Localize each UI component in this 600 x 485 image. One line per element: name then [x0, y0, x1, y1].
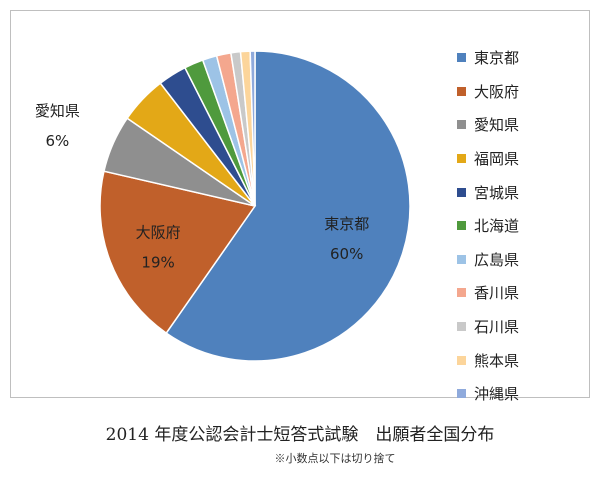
legend-label-9: 石川県	[474, 318, 520, 337]
chart-frame: 東京都 60% 大阪府 19% 愛知県 6% 東京都 大阪府 愛知県 福岡県 宮城県 北海道 広島県香…	[10, 10, 590, 403]
slice-percent-2: 19%	[141, 253, 174, 271]
legend-label-3: 愛知県	[474, 116, 520, 135]
legend-item-3: 愛知県	[457, 108, 519, 142]
legend-item-11: 沖縄県	[457, 377, 519, 411]
legend-item-8: 香川県	[457, 276, 519, 310]
legend-swatch-7	[457, 254, 466, 264]
legend-label-5: 宮城県	[474, 183, 520, 202]
legend-label-4: 福岡県	[474, 150, 520, 169]
legend-item-4: 福岡県	[457, 142, 519, 176]
chart-caption-note: ※小数点以下は切り捨て	[274, 452, 396, 465]
legend-swatch-8	[457, 288, 466, 298]
legend-item-2: 大阪府	[457, 75, 519, 109]
legend-item-1: 東京都	[457, 41, 519, 75]
legend-label-6: 北海道	[474, 217, 520, 236]
pie-slice-1	[165, 50, 411, 362]
legend-label-7: 広島県	[474, 250, 520, 269]
slice-percent-1: 60%	[330, 245, 363, 263]
legend-item-7: 広島県	[457, 243, 519, 277]
legend-label-2: 大阪府	[474, 82, 520, 101]
slice-label-1: 東京都	[324, 215, 369, 233]
legend-swatch-6	[457, 221, 466, 231]
pie-slice-11	[249, 50, 256, 207]
pie-chart: 東京都 60% 大阪府 19% 愛知県 6%	[35, 50, 411, 362]
legend-label-11: 沖縄県	[474, 385, 520, 404]
chart-caption-title: 2014 年度公認会計士短答式試験 出願者全国分布	[105, 425, 495, 445]
slice-label-2: 大阪府	[136, 223, 181, 241]
legend-label-8: 香川県	[474, 284, 520, 303]
legend-item-5: 宮城県	[457, 175, 519, 209]
legend-swatch-2	[457, 86, 466, 96]
legend-swatch-11	[457, 389, 466, 399]
slice-percent-3: 6%	[46, 132, 70, 150]
legend-swatch-4	[457, 154, 466, 164]
legend-swatch-10	[457, 355, 466, 365]
legend-item-10: 熊本県	[457, 343, 519, 377]
pie-slice-2	[99, 170, 257, 335]
legend-item-9: 石川県	[457, 310, 519, 344]
legend-label-10: 熊本県	[474, 351, 520, 370]
legend-swatch-9	[457, 322, 466, 332]
chart-legend: 東京都大阪府愛知県福岡県宮城県北海道広島県香川県石川県熊本県沖縄県	[457, 41, 519, 411]
legend-swatch-5	[457, 187, 466, 197]
legend-label-1: 東京都	[474, 49, 520, 68]
legend-swatch-1	[457, 53, 466, 63]
legend-swatch-3	[457, 120, 466, 130]
legend-item-6: 北海道	[457, 209, 519, 243]
slice-label-3: 愛知県	[35, 102, 80, 120]
